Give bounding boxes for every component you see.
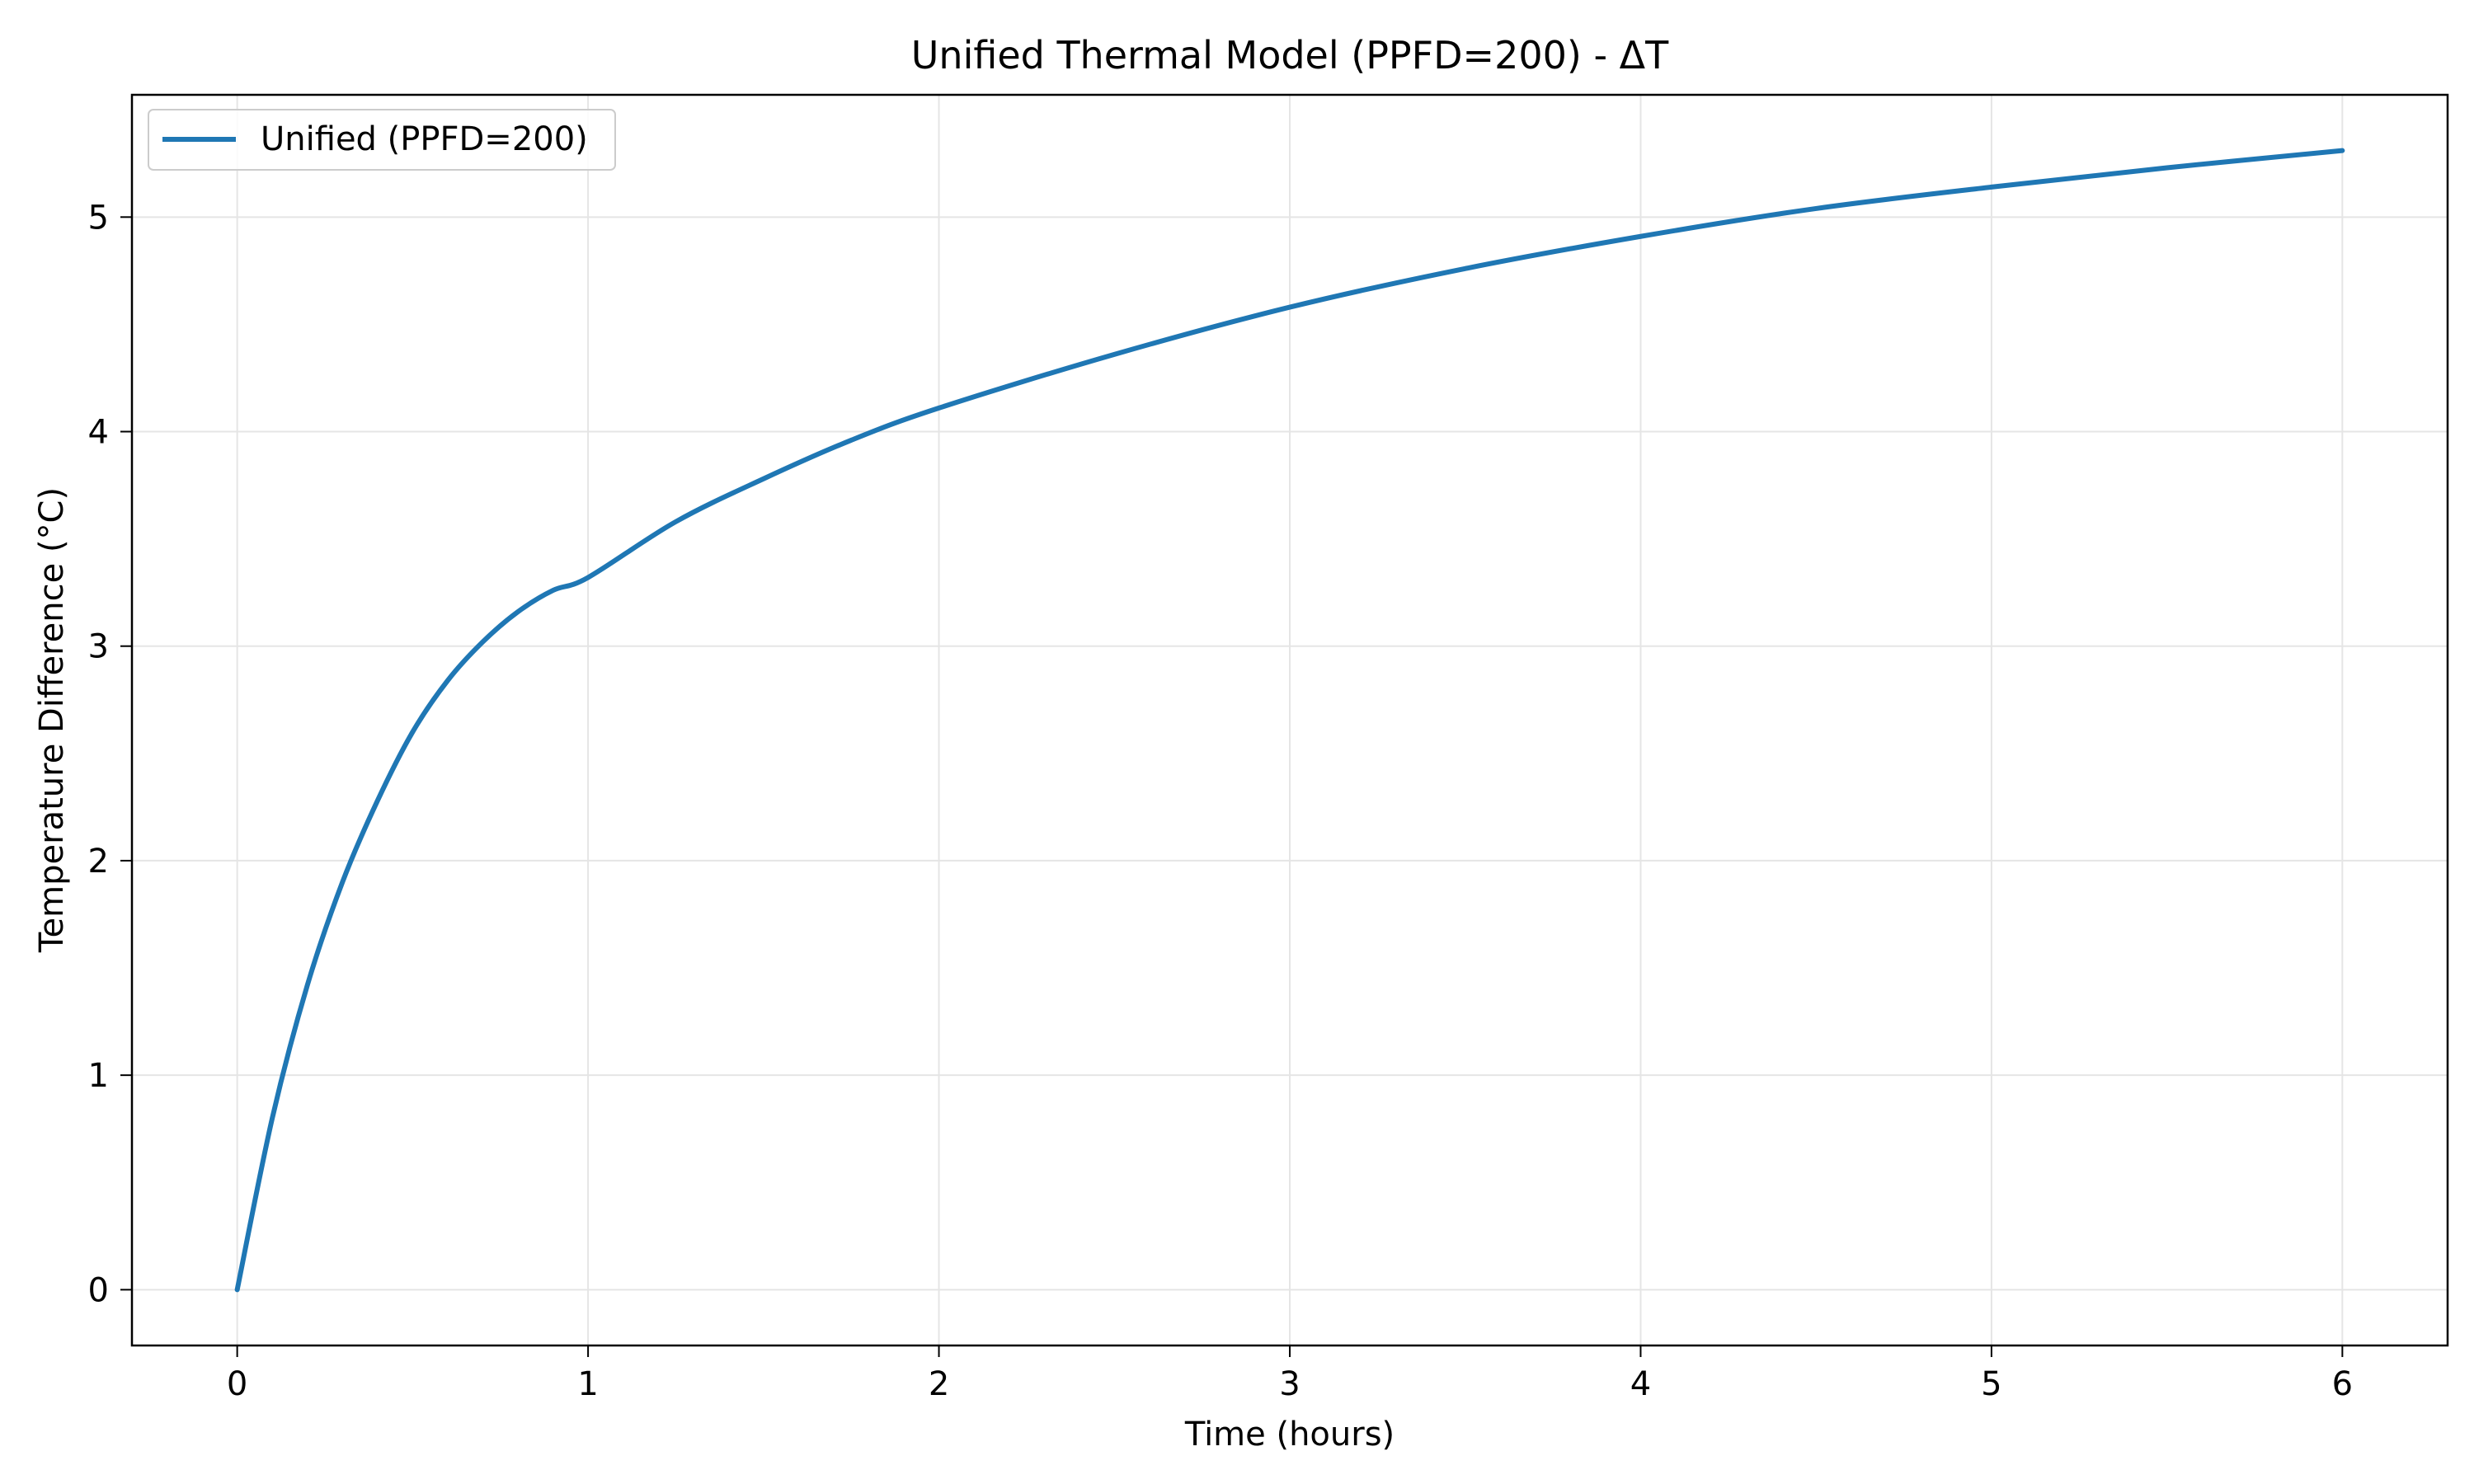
x-tick-label: 3 (1279, 1365, 1300, 1403)
y-tick-label: 4 (88, 414, 109, 452)
x-tick-label: 2 (929, 1365, 949, 1403)
x-tick-label: 6 (2332, 1365, 2353, 1403)
legend-label: Unified (PPFD=200) (261, 120, 588, 158)
legend-box (148, 109, 616, 171)
x-tick-label: 5 (1981, 1365, 2001, 1403)
legend: Unified (PPFD=200) (148, 109, 616, 171)
x-axis-label: Time (hours) (1184, 1416, 1395, 1453)
ticks: 0 1 2 3 4 5 6 0 1 2 3 4 5 (88, 199, 2354, 1403)
grid (132, 95, 2448, 1345)
y-tick-label: 1 (88, 1057, 109, 1095)
y-tick-label: 3 (88, 628, 109, 666)
x-tick-label: 1 (577, 1365, 598, 1403)
x-tick-label: 0 (227, 1365, 247, 1403)
y-axis-label: Temperature Difference (°C) (33, 487, 71, 953)
series-line-0 (234, 148, 2345, 1293)
x-tick-label: 4 (1630, 1365, 1651, 1403)
y-tick-label: 5 (88, 199, 109, 237)
chart-title: Unified Thermal Model (PPFD=200) - ΔT (911, 33, 1669, 77)
y-tick-label: 0 (88, 1271, 109, 1309)
y-tick-label: 2 (88, 843, 109, 881)
series-layer (234, 148, 2345, 1293)
